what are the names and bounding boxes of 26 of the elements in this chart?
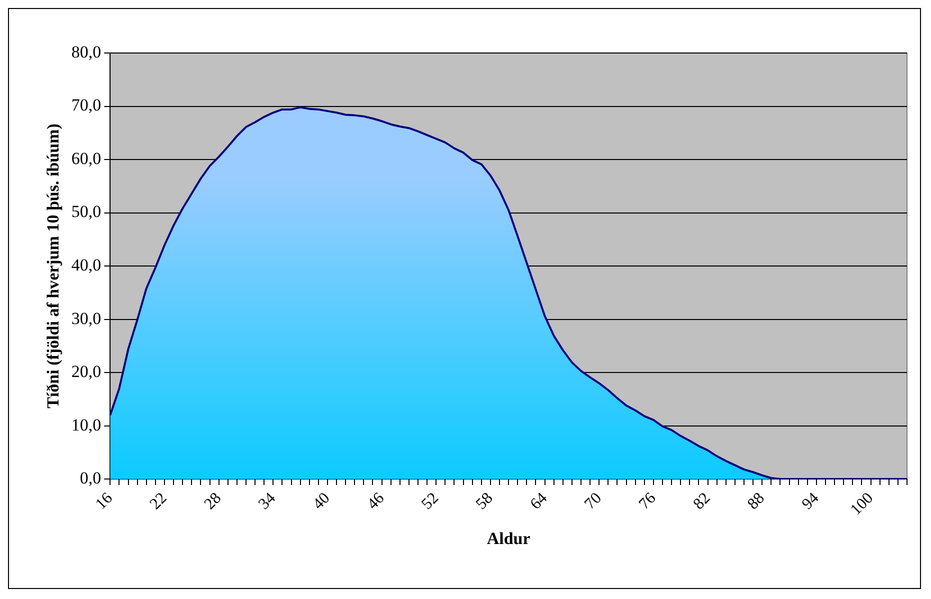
y-tick-label: 0,0 (80, 468, 102, 488)
y-tick-label: 20,0 (71, 362, 102, 382)
x-tick-label: 94 (798, 490, 822, 513)
y-tick-label: 40,0 (71, 255, 102, 274)
x-tick-label: 76 (636, 490, 660, 513)
y-tick-label: 50,0 (71, 202, 102, 222)
x-tick-label: 82 (690, 490, 714, 513)
y-axis-title: Tíðni (fjöldi af hverjum 10 þús. íbúum) (44, 124, 63, 408)
x-tick-label: 88 (744, 490, 768, 513)
x-tick-label: 40 (310, 490, 334, 513)
x-tick-label: 100 (848, 490, 877, 519)
x-tick-label: 22 (146, 490, 170, 513)
x-axis-title: Aldur (486, 529, 531, 548)
y-tick-label: 80,0 (71, 42, 102, 62)
y-tick-label: 70,0 (71, 96, 102, 115)
x-tick-label: 28 (201, 490, 225, 513)
y-tick-label: 60,0 (71, 148, 102, 168)
x-tick-label: 46 (364, 490, 388, 513)
x-tick-label: 58 (472, 490, 496, 513)
y-tick-label: 10,0 (71, 415, 102, 434)
x-tick-label: 52 (418, 490, 442, 513)
y-tick-label: 30,0 (71, 308, 102, 328)
x-tick-label: 70 (582, 490, 605, 513)
x-tick-label: 64 (527, 490, 551, 513)
x-tick-label: 16 (92, 490, 116, 513)
x-tick-label: 34 (256, 490, 279, 513)
